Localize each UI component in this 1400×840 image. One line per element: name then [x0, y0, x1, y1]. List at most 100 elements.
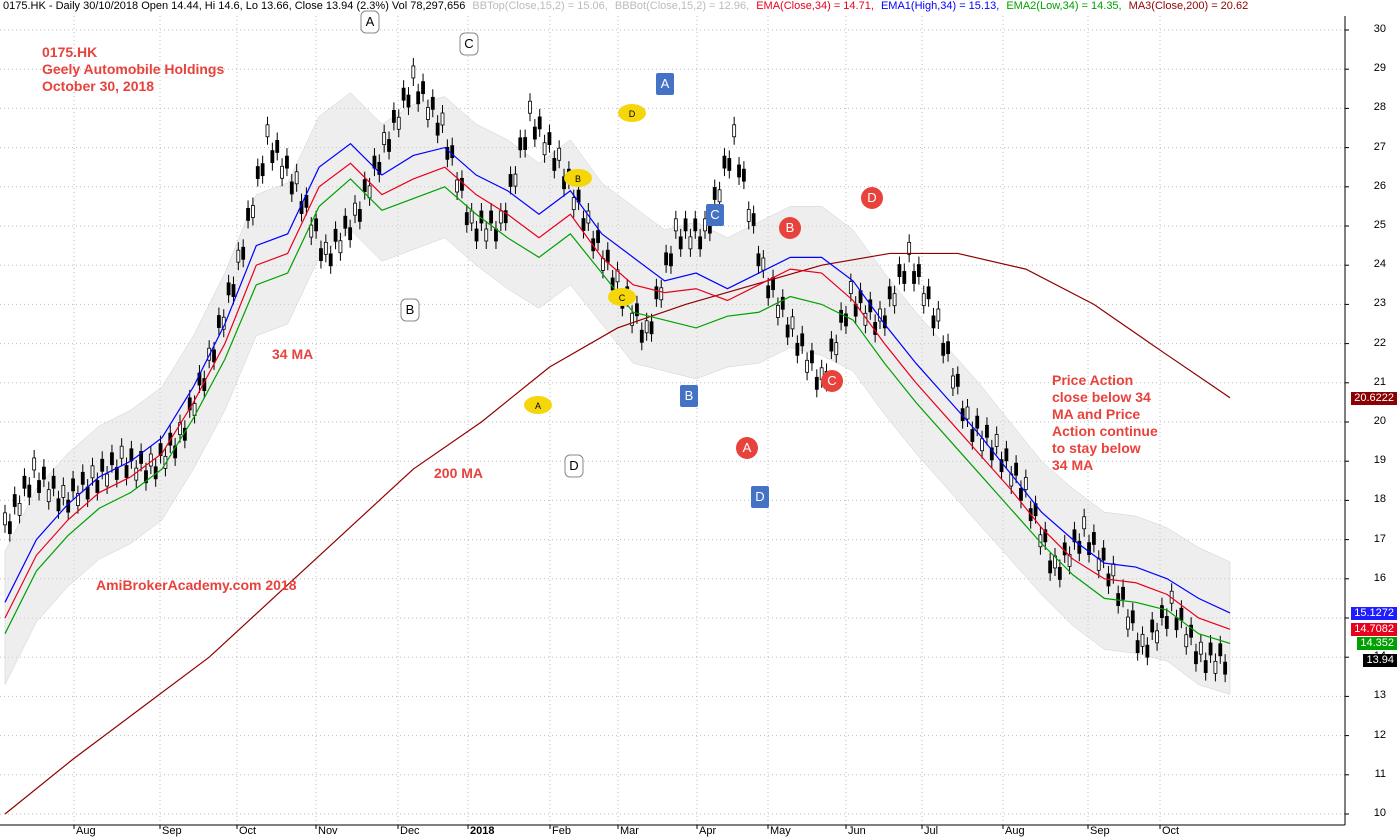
candle-body	[596, 230, 600, 244]
candle-body	[722, 155, 727, 169]
candle-body	[601, 257, 605, 271]
x-tick-label: Dec	[400, 825, 420, 837]
candle-body	[110, 452, 114, 466]
candle-body	[56, 498, 61, 512]
candle-body	[80, 471, 85, 485]
candle-body	[688, 236, 693, 250]
candle-body	[532, 126, 537, 140]
candle-body	[1213, 660, 1218, 674]
marker-bg	[861, 187, 883, 209]
candle-body	[844, 313, 848, 327]
candle-body	[139, 451, 144, 464]
candle-body	[489, 210, 494, 224]
title-company: Geely Automobile Holdings	[42, 61, 225, 77]
candle-body	[790, 316, 795, 330]
candle-body	[46, 489, 51, 503]
candle-body	[251, 205, 255, 218]
candle-body	[474, 228, 479, 242]
ema1-label: EMA1(High,34) = 15.13,	[880, 0, 1000, 12]
marker-bg	[706, 204, 724, 226]
candle-body	[936, 308, 941, 322]
ma3-label: MA3(Close,200) = 20.62	[1128, 0, 1249, 12]
candle-body	[644, 320, 649, 334]
candle-body	[965, 406, 970, 420]
candle-body	[673, 218, 678, 232]
candle-body	[717, 189, 722, 203]
ma200-note: 200 MA	[434, 465, 484, 481]
candle-body	[1145, 644, 1150, 658]
candle-body	[396, 116, 401, 130]
ema-label: EMA(Close,34) = 14.71,	[756, 0, 874, 12]
x-tick-label: Apr	[699, 825, 717, 837]
candle-body	[912, 271, 916, 284]
candle-body	[95, 480, 100, 493]
annotation-marker: B	[406, 302, 415, 317]
y-tick-label: 18	[1373, 493, 1386, 506]
candle-body	[391, 109, 396, 123]
candle-body	[100, 458, 105, 472]
candle-body	[839, 309, 844, 323]
marker-bg	[608, 288, 636, 306]
x-tick-label: Oct	[1162, 825, 1180, 837]
y-tick-label: 10	[1373, 807, 1386, 819]
candle-body	[27, 484, 32, 498]
x-tick-label: Aug	[76, 825, 96, 837]
candle-body	[1140, 633, 1145, 647]
candle-body	[639, 329, 644, 343]
series-line-ma3-close-200-	[4, 252, 1231, 815]
candle-body	[265, 124, 270, 138]
candle-body	[17, 502, 22, 516]
candle-body	[985, 424, 989, 438]
candle-body	[455, 179, 459, 193]
candle-body	[1101, 547, 1106, 561]
annotation-marker: D	[569, 458, 578, 473]
candle-body	[800, 333, 805, 347]
candle-body	[615, 269, 620, 283]
candle-body	[994, 434, 999, 447]
candle-body	[513, 173, 518, 187]
candle-body	[32, 457, 37, 471]
candle-body	[353, 202, 357, 216]
candle-body	[129, 448, 134, 462]
candle-body	[90, 465, 95, 479]
candle-body	[508, 174, 513, 187]
marker-bg	[400, 298, 420, 322]
price-action-line: Price Action	[1052, 372, 1134, 388]
candle-body	[41, 466, 46, 480]
candle-body	[669, 253, 673, 267]
candle-body	[231, 284, 236, 297]
candle-body	[1091, 532, 1096, 545]
price-action-line: MA and Price	[1052, 406, 1141, 422]
title-ticker: 0175.HK	[42, 44, 98, 60]
annotation-marker: A	[366, 14, 375, 29]
candle-body	[518, 137, 523, 151]
candle-body	[450, 145, 455, 159]
candle-body	[1023, 477, 1028, 490]
series-line-ema1-high-34-	[4, 142, 1231, 614]
candle-body	[746, 208, 751, 222]
candle-body	[178, 422, 182, 436]
y-tick-label: 30	[1373, 23, 1386, 35]
y-tick-label: 16	[1373, 571, 1386, 584]
candle-body	[411, 65, 416, 79]
y-tick-label: 12	[1373, 728, 1386, 741]
candle-body	[829, 338, 834, 352]
annotation-marker: C	[827, 373, 836, 388]
plot-area	[0, 16, 1345, 825]
candle-body	[766, 285, 771, 299]
candle-body	[1019, 487, 1023, 501]
candle-body	[941, 342, 946, 356]
annotation-marker: C	[464, 36, 473, 51]
series-line-ema-close-34-	[4, 162, 1231, 630]
candle-body	[387, 139, 391, 152]
candle-body	[795, 342, 800, 356]
candle-body	[1082, 516, 1087, 530]
bbbot-label: BBBot(Close,15,2) = 12.96,	[614, 0, 750, 12]
candle-body	[343, 215, 348, 229]
candle-body	[319, 248, 323, 262]
candle-body	[348, 227, 353, 241]
candle-body	[926, 286, 931, 300]
y-tick-label: 27	[1373, 140, 1386, 153]
annotation-marker: A	[661, 76, 670, 91]
candle-body	[76, 493, 80, 507]
